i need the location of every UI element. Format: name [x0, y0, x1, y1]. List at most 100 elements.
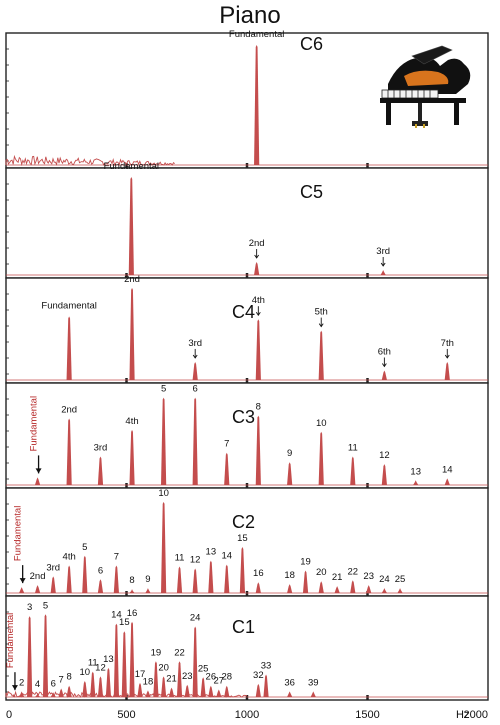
- peak-label: Fundamental: [29, 396, 40, 451]
- peak-C3: [318, 431, 324, 485]
- panels-layer: Fundamental C6Fundamental2nd3rdC5Fundamen…: [5, 29, 489, 701]
- peak-C2: [66, 565, 72, 593]
- arrow-head: [380, 262, 386, 267]
- peak-C2: [224, 564, 230, 593]
- peak-C1: [216, 689, 222, 697]
- peak-label: Fundamental: [5, 613, 16, 668]
- peak-C4: [66, 316, 72, 380]
- peak-label: 9: [287, 448, 292, 459]
- peak-label: 8: [129, 575, 134, 586]
- arrow-head: [11, 685, 18, 691]
- peak-label: 23: [363, 571, 374, 582]
- peak-C2: [113, 565, 119, 593]
- peak-label: 22: [348, 566, 359, 577]
- peak-label: 6th: [378, 347, 391, 358]
- peak-label: 3rd: [46, 562, 60, 573]
- peak-C2: [302, 570, 309, 593]
- peak-label: 8: [66, 672, 71, 683]
- peak-C1: [310, 691, 316, 697]
- peak-C2: [255, 582, 261, 593]
- panel-frame: [5, 382, 489, 489]
- peak-label: 3rd: [188, 338, 202, 349]
- peak-C3: [224, 452, 230, 485]
- peak-C1: [34, 693, 41, 697]
- x-tick-label: 500: [117, 709, 135, 721]
- peak-C3: [444, 478, 450, 485]
- peak-C1: [137, 682, 143, 697]
- peak-C1: [168, 687, 175, 697]
- peak-label: 8: [256, 402, 261, 413]
- peak-C3: [350, 456, 356, 485]
- peak-C2: [381, 588, 387, 593]
- peak-label: 10: [158, 488, 169, 499]
- peak-label: 32: [253, 670, 264, 681]
- peak-C1: [287, 691, 293, 697]
- peak-C1: [42, 614, 49, 697]
- peak-label: 27: [214, 675, 225, 686]
- peak-label: 5: [43, 600, 48, 611]
- peak-label: 11: [175, 553, 185, 564]
- peak-label: 26: [206, 672, 217, 683]
- peak-label: 16: [127, 608, 138, 619]
- peak-label: 15: [237, 533, 248, 544]
- peak-C2: [208, 560, 214, 593]
- peak-C2: [176, 566, 183, 593]
- peak-C1: [192, 626, 198, 697]
- peak-C4: [318, 330, 324, 380]
- peak-C4: [381, 370, 387, 380]
- peak-label: 4th: [252, 295, 265, 306]
- peak-C2: [318, 581, 324, 593]
- peak-label: 21: [332, 572, 343, 583]
- peak-C1: [153, 661, 159, 697]
- peak-label: 4: [35, 679, 40, 690]
- peak-label: 12: [95, 662, 106, 673]
- peak-label: 3rd: [94, 443, 108, 454]
- peak-label: 13: [206, 547, 217, 558]
- arrow-head: [318, 323, 324, 328]
- peak-C6: [254, 45, 260, 165]
- peak-C2: [397, 588, 403, 593]
- peak-label: 7: [224, 439, 229, 450]
- chart-title: Piano: [219, 2, 281, 29]
- peak-label: Fundamental: [104, 161, 159, 172]
- peak-C1: [208, 685, 214, 697]
- peak-C3: [34, 477, 41, 485]
- peak-C2: [97, 579, 104, 593]
- peak-C1: [121, 631, 127, 697]
- peak-C3: [413, 480, 419, 485]
- panel-label: C3: [232, 407, 255, 427]
- peak-C5: [254, 262, 260, 275]
- peak-label: 12: [379, 450, 390, 461]
- peak-label: 10: [316, 418, 327, 429]
- peak-C1: [184, 684, 190, 697]
- peak-label: 2nd: [61, 405, 77, 416]
- panel-label: C4: [232, 302, 255, 322]
- panel-C4: Fundamental 2nd 3rd 4th 5th 6th 7th C4: [5, 274, 489, 384]
- peak-label: 33: [261, 660, 272, 671]
- peak-C1: [263, 674, 269, 697]
- peak-label: 19: [151, 647, 162, 658]
- peak-label: 18: [143, 676, 154, 687]
- peak-C2: [129, 589, 135, 593]
- arrow-head: [381, 363, 387, 368]
- peak-C2: [287, 584, 293, 593]
- peak-C1: [90, 671, 96, 697]
- peak-label: Fundamental: [229, 29, 284, 40]
- peak-label: 14: [442, 464, 453, 475]
- peak-label: 16: [253, 568, 264, 579]
- peak-C2: [239, 546, 246, 593]
- peak-C2: [334, 586, 340, 593]
- x-tick-label: 1000: [235, 709, 259, 721]
- peak-C3: [192, 397, 198, 485]
- peak-C3: [287, 462, 293, 485]
- peak-C2: [82, 555, 88, 593]
- peak-C1: [97, 676, 104, 697]
- peak-label: 25: [198, 663, 209, 674]
- peak-label: 36: [284, 677, 295, 688]
- peak-C2: [192, 568, 198, 593]
- peak-C3: [66, 418, 72, 485]
- x-axis: 0 500 1000 1500 2000: [6, 709, 488, 721]
- peak-C1: [176, 661, 183, 697]
- peak-label: 10: [80, 667, 91, 678]
